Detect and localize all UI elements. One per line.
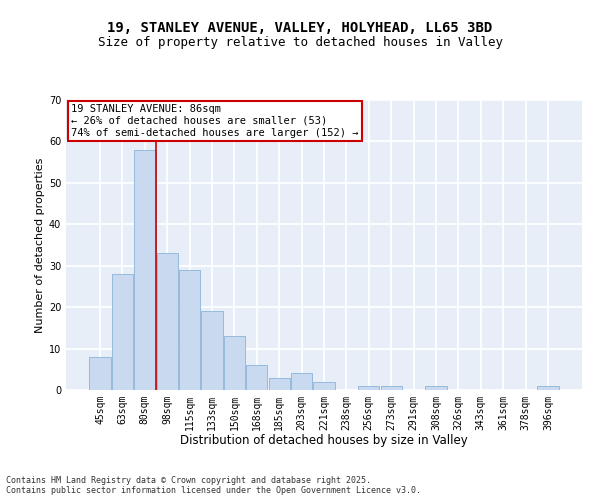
Bar [202, 312, 223, 390]
X-axis label: Distribution of detached houses by size in Valley: Distribution of detached houses by size … [180, 434, 468, 448]
Text: 19, STANLEY AVENUE, VALLEY, HOLYHEAD, LL65 3BD: 19, STANLEY AVENUE, VALLEY, HOLYHEAD, LL… [107, 20, 493, 34]
Bar [358, 386, 379, 390]
Bar [157, 254, 178, 390]
Text: Contains HM Land Registry data © Crown copyright and database right 2025.
Contai: Contains HM Land Registry data © Crown c… [6, 476, 421, 495]
Bar [291, 374, 312, 390]
Bar [89, 357, 111, 390]
Bar [425, 386, 446, 390]
Y-axis label: Number of detached properties: Number of detached properties [35, 158, 44, 332]
Bar [537, 386, 559, 390]
Bar [134, 150, 155, 390]
Bar [224, 336, 245, 390]
Text: Size of property relative to detached houses in Valley: Size of property relative to detached ho… [97, 36, 503, 49]
Bar [112, 274, 133, 390]
Bar [380, 386, 402, 390]
Text: 19 STANLEY AVENUE: 86sqm
← 26% of detached houses are smaller (53)
74% of semi-d: 19 STANLEY AVENUE: 86sqm ← 26% of detach… [71, 104, 359, 138]
Bar [269, 378, 290, 390]
Bar [246, 365, 268, 390]
Bar [313, 382, 335, 390]
Bar [179, 270, 200, 390]
